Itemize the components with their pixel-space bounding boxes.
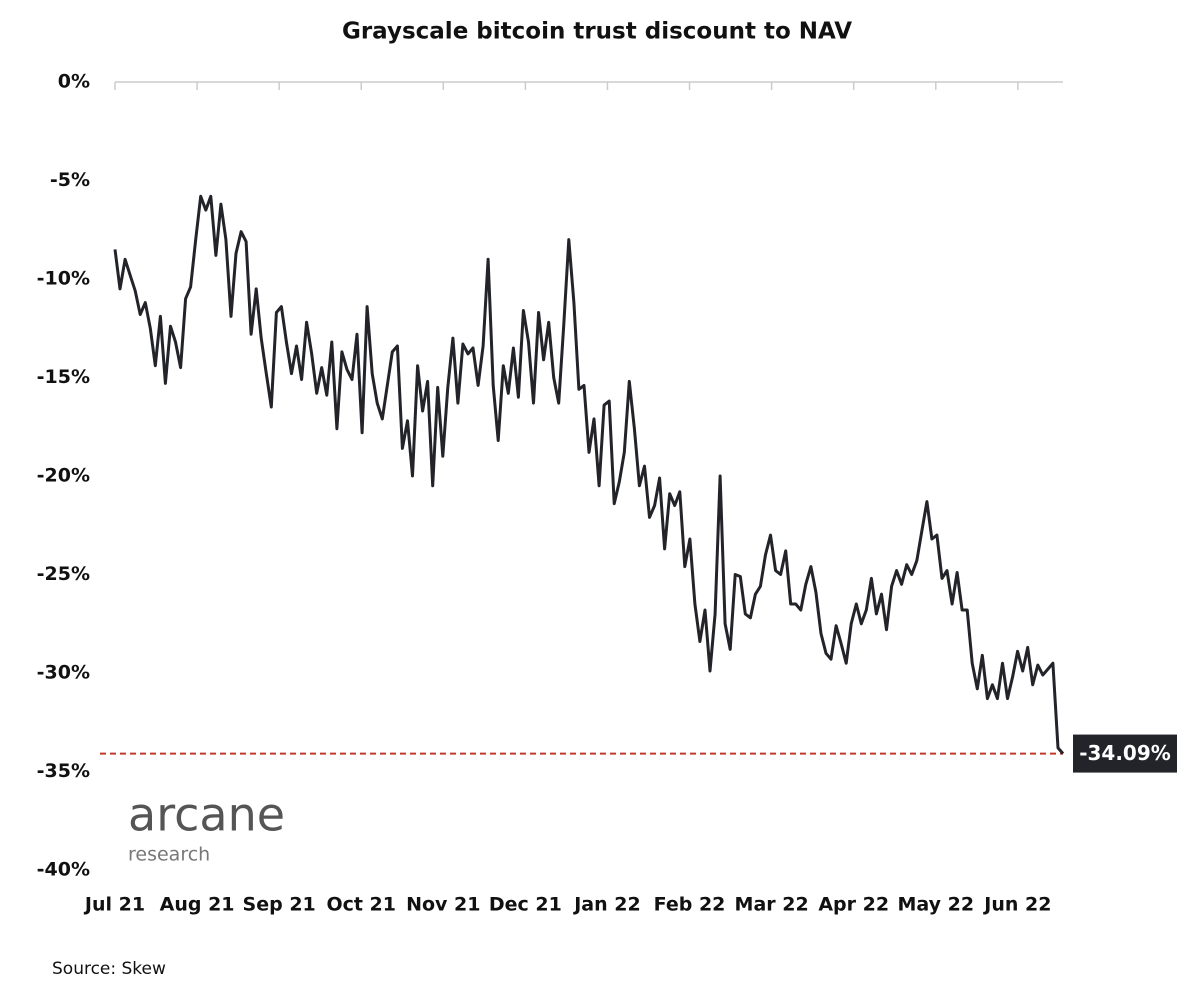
x-tick-label: Aug 21 bbox=[160, 894, 235, 916]
y-tick-label: -30% bbox=[37, 662, 90, 684]
x-tick-label: Apr 22 bbox=[818, 894, 889, 916]
source: Source: Skew bbox=[52, 959, 166, 979]
x-tick-label: Dec 21 bbox=[489, 894, 562, 916]
x-tick-label: Oct 21 bbox=[326, 894, 396, 916]
annotation-box bbox=[1073, 734, 1177, 773]
chart-title: Grayscale bitcoin trust discount to NAV bbox=[342, 19, 852, 45]
y-tick-label: -25% bbox=[37, 563, 90, 585]
y-tick-label: -40% bbox=[37, 859, 90, 881]
x-tick-label: Jul 21 bbox=[83, 894, 145, 916]
x-tick-label: Mar 22 bbox=[735, 894, 809, 916]
x-tick-label: Sep 21 bbox=[243, 894, 316, 916]
logo-sub: research bbox=[128, 844, 210, 866]
y-tick-label: -35% bbox=[37, 760, 90, 782]
x-tick-label: Feb 22 bbox=[654, 894, 726, 916]
line bbox=[113, 194, 1065, 755]
y-tick-label: -15% bbox=[37, 366, 90, 388]
x-tick-label: Jan 22 bbox=[572, 894, 640, 916]
x-tick-label: Jun 22 bbox=[982, 894, 1051, 916]
logo: arcane bbox=[128, 788, 285, 842]
y-tick-label: -10% bbox=[37, 268, 90, 290]
y-tick-label: -5% bbox=[50, 169, 90, 191]
x-tick-label: Nov 21 bbox=[406, 894, 480, 916]
annotation-label: -34.09% bbox=[1079, 741, 1171, 765]
y-tick-label: 0% bbox=[58, 71, 90, 93]
y-tick-label: -20% bbox=[37, 465, 90, 487]
x-tick-label: May 22 bbox=[897, 894, 974, 916]
